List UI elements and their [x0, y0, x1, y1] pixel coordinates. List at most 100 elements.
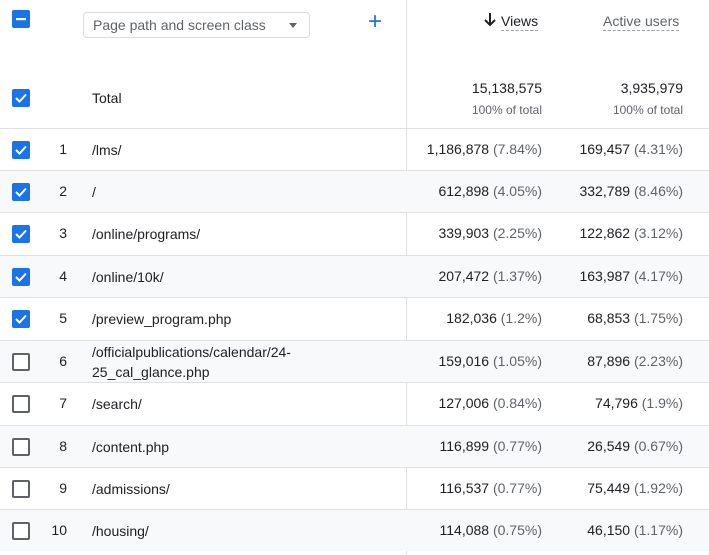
- table-row[interactable]: 9/admissions/116,537 (0.77%) 75,449 (1.92…: [0, 467, 709, 509]
- table-row[interactable]: 1/lms/1,186,878 (7.84%) 169,457 (4.31%): [0, 128, 709, 170]
- row-users-value: 46,150: [587, 522, 631, 538]
- row-views: 182,036 (1.2%): [446, 310, 542, 326]
- row-views-value: 116,537: [439, 480, 490, 496]
- table-row[interactable]: 3/online/programs/339,903 (2.25%) 122,862…: [0, 212, 709, 254]
- row-users-value: 122,862: [579, 225, 631, 241]
- row-index: 10: [51, 522, 67, 538]
- indeterminate-icon: [16, 18, 26, 21]
- table-row[interactable]: 8/content.php 116,899 (0.77%) 26,549 (0.67…: [0, 425, 709, 467]
- row-active-users: 332,789 (8.46%): [579, 183, 683, 199]
- row-users-pct: (8.46%): [633, 183, 683, 199]
- row-users-pct: (3.12%): [633, 225, 683, 241]
- check-icon: [15, 187, 27, 197]
- row-checkbox[interactable]: [12, 438, 30, 456]
- row-checkbox[interactable]: [12, 310, 30, 328]
- row-users-pct: (1.92%): [633, 480, 683, 496]
- total-views-pct: 100% of total: [471, 103, 542, 117]
- check-icon: [15, 314, 27, 324]
- row-page-path: /: [92, 184, 96, 200]
- check-icon: [15, 229, 27, 239]
- total-checkbox[interactable]: [12, 89, 30, 107]
- row-index: 8: [59, 438, 67, 454]
- row-active-users: 46,150 (1.17%): [587, 522, 683, 538]
- row-views-pct: (0.77%): [492, 438, 542, 454]
- row-page-path: /online/programs/: [92, 226, 201, 242]
- table-row[interactable]: 10/housing/114,088 (0.75%) 46,150 (1.17%): [0, 509, 709, 551]
- active-users-column-header[interactable]: Active users: [603, 13, 680, 31]
- row-active-users: 75,449 (1.92%): [587, 480, 683, 496]
- row-views: 114,088 (0.75%): [440, 522, 543, 538]
- row-users-pct: (2.23%): [633, 353, 683, 369]
- select-all-checkbox[interactable]: [12, 10, 30, 28]
- row-index: 6: [59, 353, 67, 369]
- table-row[interactable]: 4/online/10k/207,472 (1.37%) 163,987 (4.1…: [0, 255, 709, 297]
- row-views-value: 127,006: [438, 395, 490, 411]
- row-views-pct: (1.37%): [492, 268, 542, 284]
- row-users-value: 75,449: [587, 480, 631, 496]
- row-views-value: 114,088: [439, 522, 490, 538]
- views-column-header[interactable]: Views: [501, 13, 539, 31]
- row-checkbox[interactable]: [12, 268, 30, 286]
- row-users-value: 68,853: [587, 310, 631, 326]
- row-active-users: 122,862 (3.12%): [579, 225, 683, 241]
- total-label: Total: [92, 90, 122, 106]
- dimension-select-label: Page path and screen class: [93, 17, 266, 33]
- row-page-path: /admissions/: [92, 481, 170, 497]
- row-page-path-line2: 25_cal_glance.php: [92, 364, 210, 380]
- row-page-path: /search/: [92, 396, 142, 412]
- row-views-pct: (2.25%): [492, 225, 542, 241]
- row-users-pct: (1.75%): [633, 310, 683, 326]
- row-active-users: 26,549 (0.67%): [587, 438, 683, 454]
- row-checkbox[interactable]: [12, 141, 30, 159]
- row-active-users: 68,853 (1.75%): [587, 310, 683, 326]
- row-index: 3: [59, 225, 67, 241]
- row-users-pct: (0.67%): [633, 438, 683, 454]
- row-views-pct: (0.75%): [492, 522, 542, 538]
- row-views-value: 339,903: [438, 225, 490, 241]
- row-checkbox[interactable]: [12, 183, 30, 201]
- row-views-value: 116,899: [439, 438, 490, 454]
- dimension-select[interactable]: Page path and screen class: [83, 12, 310, 38]
- row-page-path: /preview_program.php: [92, 311, 232, 327]
- row-views-value: 207,472: [438, 268, 490, 284]
- row-checkbox[interactable]: [12, 395, 30, 413]
- row-active-users: 87,896 (2.23%): [587, 353, 683, 369]
- row-index: 9: [59, 480, 67, 496]
- row-views-pct: (0.77%): [492, 480, 542, 496]
- row-index: 2: [59, 183, 67, 199]
- check-icon: [15, 145, 27, 155]
- row-users-value: 169,457: [579, 141, 631, 157]
- table-row[interactable]: 6/officialpublications/calendar/24- 25_ca…: [0, 340, 709, 382]
- table-row[interactable]: 2 / 612,898 (4.05%) 332,789 (8.46%): [0, 170, 709, 212]
- table-row[interactable]: 5/preview_program.php 182,036 (1.2%) 68,85…: [0, 297, 709, 339]
- row-page-path: /housing/: [92, 523, 149, 539]
- row-users-pct: (4.17%): [633, 268, 683, 284]
- row-views: 127,006 (0.84%): [438, 395, 542, 411]
- row-views: 339,903 (2.25%): [438, 225, 542, 241]
- row-active-users: 169,457 (4.31%): [579, 141, 683, 157]
- add-dimension-button[interactable]: +: [368, 8, 383, 35]
- row-index: 4: [59, 268, 67, 284]
- row-checkbox[interactable]: [12, 522, 30, 540]
- row-checkbox[interactable]: [12, 480, 30, 498]
- row-users-value: 26,549: [587, 438, 631, 454]
- row-active-users: 163,987 (4.17%): [579, 268, 683, 284]
- table-row[interactable]: 7/search/127,006 (0.84%) 74,796 (1.9%): [0, 382, 709, 424]
- row-views: 116,537 (0.77%): [440, 480, 543, 496]
- row-views-value: 612,898: [438, 183, 490, 199]
- row-checkbox[interactable]: [12, 225, 30, 243]
- row-views-value: 182,036: [446, 310, 497, 326]
- check-icon: [15, 272, 27, 282]
- row-views: 1,186,878 (7.84%): [427, 141, 542, 157]
- row-users-value: 332,789: [579, 183, 631, 199]
- row-users-value: 87,896: [587, 353, 631, 369]
- row-page-path-line1: /officialpublications/calendar/24-: [92, 344, 291, 360]
- total-users: 3,935,979: [620, 80, 683, 96]
- row-checkbox[interactable]: [12, 353, 30, 371]
- row-page-path: /officialpublications/calendar/24- 25_cal…: [92, 342, 291, 382]
- row-active-users: 74,796 (1.9%): [595, 395, 683, 411]
- row-page-path: /online/10k/: [92, 269, 164, 285]
- row-views: 612,898 (4.05%): [438, 183, 542, 199]
- row-views-pct: (1.05%): [492, 353, 542, 369]
